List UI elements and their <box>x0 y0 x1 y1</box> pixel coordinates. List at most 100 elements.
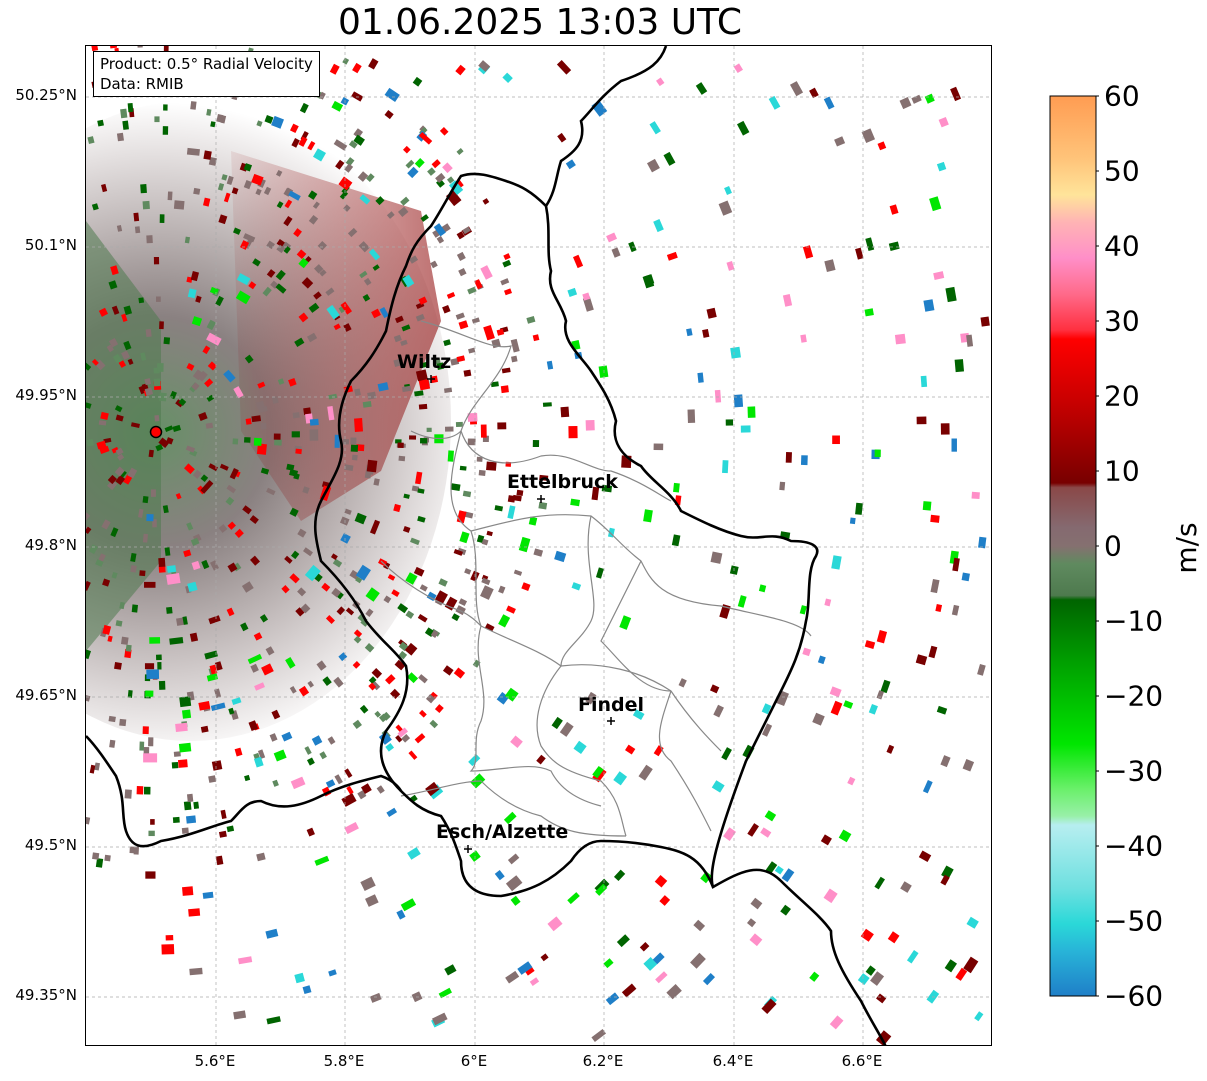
echo-pixel <box>455 421 463 428</box>
echo-pixel <box>233 227 241 235</box>
echo-pixel <box>150 819 155 825</box>
echo-pixel <box>503 253 511 261</box>
echo-pixel <box>350 437 357 445</box>
echo-pixel <box>403 526 411 533</box>
echo-pixel <box>395 439 402 444</box>
echo-pixel <box>936 161 947 172</box>
echo-pixel <box>761 703 772 715</box>
echo-pixel <box>201 559 210 570</box>
echo-pixel <box>136 785 144 795</box>
echo-pixel <box>166 565 177 573</box>
echo-pixel <box>398 206 409 218</box>
echo-pixel <box>573 254 584 269</box>
echo-pixel <box>108 337 119 348</box>
echo-pixel <box>169 637 184 645</box>
echo-pixel <box>528 516 538 526</box>
echo-pixel <box>407 166 419 179</box>
echo-pixel <box>302 486 310 494</box>
echo-pixel <box>864 640 876 649</box>
echo-pixel <box>632 709 645 720</box>
echo-pixel <box>276 169 283 177</box>
echo-pixel <box>940 755 951 768</box>
echo-pixel <box>226 825 235 833</box>
echo-pixel <box>512 494 522 502</box>
echo-pixel <box>286 463 295 471</box>
echo-pixel <box>262 286 272 297</box>
echo-pixel <box>591 1029 607 1042</box>
echo-pixel <box>233 386 244 399</box>
echo-pixel <box>834 136 846 147</box>
echo-pixel <box>98 307 109 317</box>
echo-pixel <box>365 608 374 617</box>
echo-pixel <box>865 965 876 976</box>
echo-pixel <box>431 159 441 169</box>
city-label-wiltz: Wiltz <box>397 351 452 373</box>
echo-pixel <box>922 501 932 511</box>
echo-pixel <box>137 46 143 48</box>
echo-pixel <box>103 437 112 444</box>
echo-pixel <box>438 987 452 999</box>
radar-map[interactable] <box>85 45 992 1046</box>
echo-pixel <box>802 245 814 259</box>
echo-pixel <box>383 595 392 604</box>
echo-pixel <box>145 328 152 337</box>
echo-pixel <box>210 121 216 128</box>
echo-pixel <box>355 576 363 584</box>
echo-pixel <box>723 827 737 841</box>
echo-pixel <box>418 674 428 684</box>
echo-pixel <box>384 110 394 120</box>
echo-pixel <box>154 414 160 422</box>
echo-pixel <box>243 233 256 243</box>
echo-pixel <box>886 744 895 754</box>
echo-pixel <box>868 704 878 715</box>
echo-pixel <box>159 321 164 330</box>
echo-pixel <box>417 488 425 494</box>
echo-pixel <box>332 558 343 568</box>
echo-pixel <box>749 933 763 947</box>
echo-pixel <box>935 604 943 612</box>
echo-pixel <box>928 645 938 659</box>
echo-pixel <box>292 412 300 419</box>
echo-pixel <box>450 357 460 366</box>
echo-pixel <box>401 734 411 743</box>
echo-pixel <box>309 429 319 441</box>
echo-pixel <box>876 993 887 1004</box>
echo-pixel <box>678 678 687 688</box>
echo-pixel <box>397 727 409 738</box>
echo-pixel <box>455 64 466 76</box>
echo-pixel <box>294 972 305 984</box>
echo-pixel <box>163 337 171 345</box>
echo-pixel <box>582 296 594 312</box>
echo-pixel <box>175 493 182 500</box>
echo-pixel <box>400 339 408 346</box>
echo-pixel <box>542 402 552 407</box>
echo-pixel <box>331 587 342 598</box>
echo-pixel <box>195 295 202 303</box>
echo-pixel <box>327 736 336 745</box>
echo-pixel <box>464 568 472 575</box>
echo-pixel <box>494 505 504 512</box>
echo-pixel <box>864 308 874 317</box>
y-tick-label: 50.1°N <box>24 236 77 254</box>
echo-pixel <box>710 684 720 694</box>
echo-pixel <box>131 604 138 613</box>
echo-pixel <box>96 440 107 450</box>
colorbar <box>1049 95 1099 997</box>
echo-pixel <box>351 91 364 102</box>
echo-pixel <box>371 681 381 691</box>
echo-pixel <box>671 534 681 547</box>
echo-pixel <box>353 629 363 638</box>
echo-pixel <box>938 116 949 128</box>
echo-pixel <box>484 623 495 632</box>
echo-pixel <box>188 908 201 917</box>
echo-pixel <box>371 308 381 319</box>
echo-pixel <box>319 269 327 277</box>
echo-pixel <box>433 358 441 365</box>
echo-pixel <box>556 60 572 75</box>
echo-pixel <box>290 123 299 134</box>
echo-pixel <box>178 742 192 753</box>
echo-pixel <box>344 768 353 779</box>
echo-pixel <box>510 895 521 906</box>
echo-pixel <box>418 131 433 145</box>
radar-echo-speckles <box>86 46 990 1045</box>
